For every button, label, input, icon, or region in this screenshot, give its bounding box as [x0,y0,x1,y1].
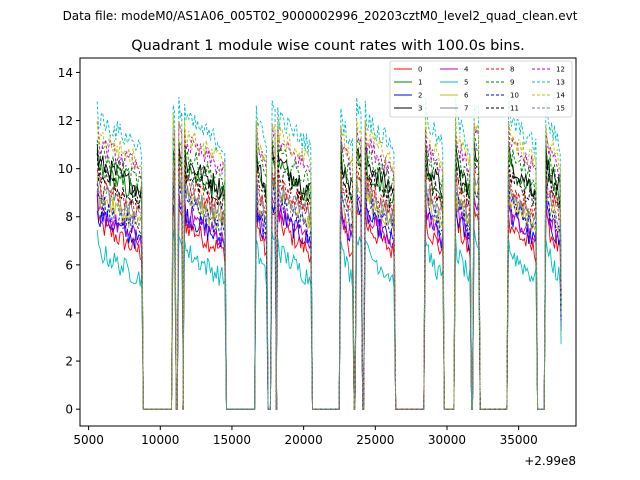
legend-box [389,60,573,118]
series-line-10 [96,180,562,410]
legend-label-2: 2 [418,92,422,100]
legend-label-10: 10 [510,92,519,100]
legend-label-12: 12 [556,66,565,74]
legend-label-3: 3 [418,105,422,113]
data-file-label: Data file: modeM0/AS1A06_005T02_90000029… [63,9,578,23]
x-tick-label: 5000 [73,433,104,447]
y-tick-label: 2 [65,355,73,369]
legend-label-5: 5 [464,79,468,87]
x-tick-label: 10000 [141,433,179,447]
series-line-15 [96,171,562,410]
legend-label-11: 11 [510,105,519,113]
x-tick-label: 30000 [428,433,466,447]
series-layer [96,97,562,410]
y-tick-label: 10 [58,162,73,176]
x-tick-label: 15000 [213,433,251,447]
legend-label-0: 0 [418,66,422,74]
chart-title: Quadrant 1 module wise count rates with … [131,38,525,54]
x-tick-label: 20000 [285,433,323,447]
legend-label-6: 6 [464,92,469,100]
series-line-11 [96,152,562,410]
series-line-12 [96,120,562,410]
y-tick-label: 8 [65,210,73,224]
y-tick-label: 14 [58,66,73,80]
legend-label-9: 9 [510,79,514,87]
y-tick-label: 4 [65,306,73,320]
legend-label-14: 14 [556,92,565,100]
series-line-8 [96,165,562,410]
x-tick-label: 35000 [500,433,538,447]
legend-label-1: 1 [418,79,422,87]
y-tick-label: 0 [65,403,73,417]
legend-label-15: 15 [556,105,565,113]
legend-label-13: 13 [556,79,565,87]
x-tick-label: 25000 [356,433,394,447]
x-offset-label: +2.99e8 [524,454,576,468]
plot-area [80,58,576,426]
legend-label-7: 7 [464,105,468,113]
x-axis: 5000 10000 15000 20000 25000 30000 35000 [73,426,538,447]
legend-label-8: 8 [510,66,514,74]
y-tick-label: 12 [58,114,73,128]
series-line-13 [96,97,562,410]
legend-label-4: 4 [464,66,469,74]
plot-frame [79,57,577,427]
y-tick-label: 6 [65,258,73,272]
y-axis: 0 2 4 6 8 10 12 14 [58,66,80,417]
